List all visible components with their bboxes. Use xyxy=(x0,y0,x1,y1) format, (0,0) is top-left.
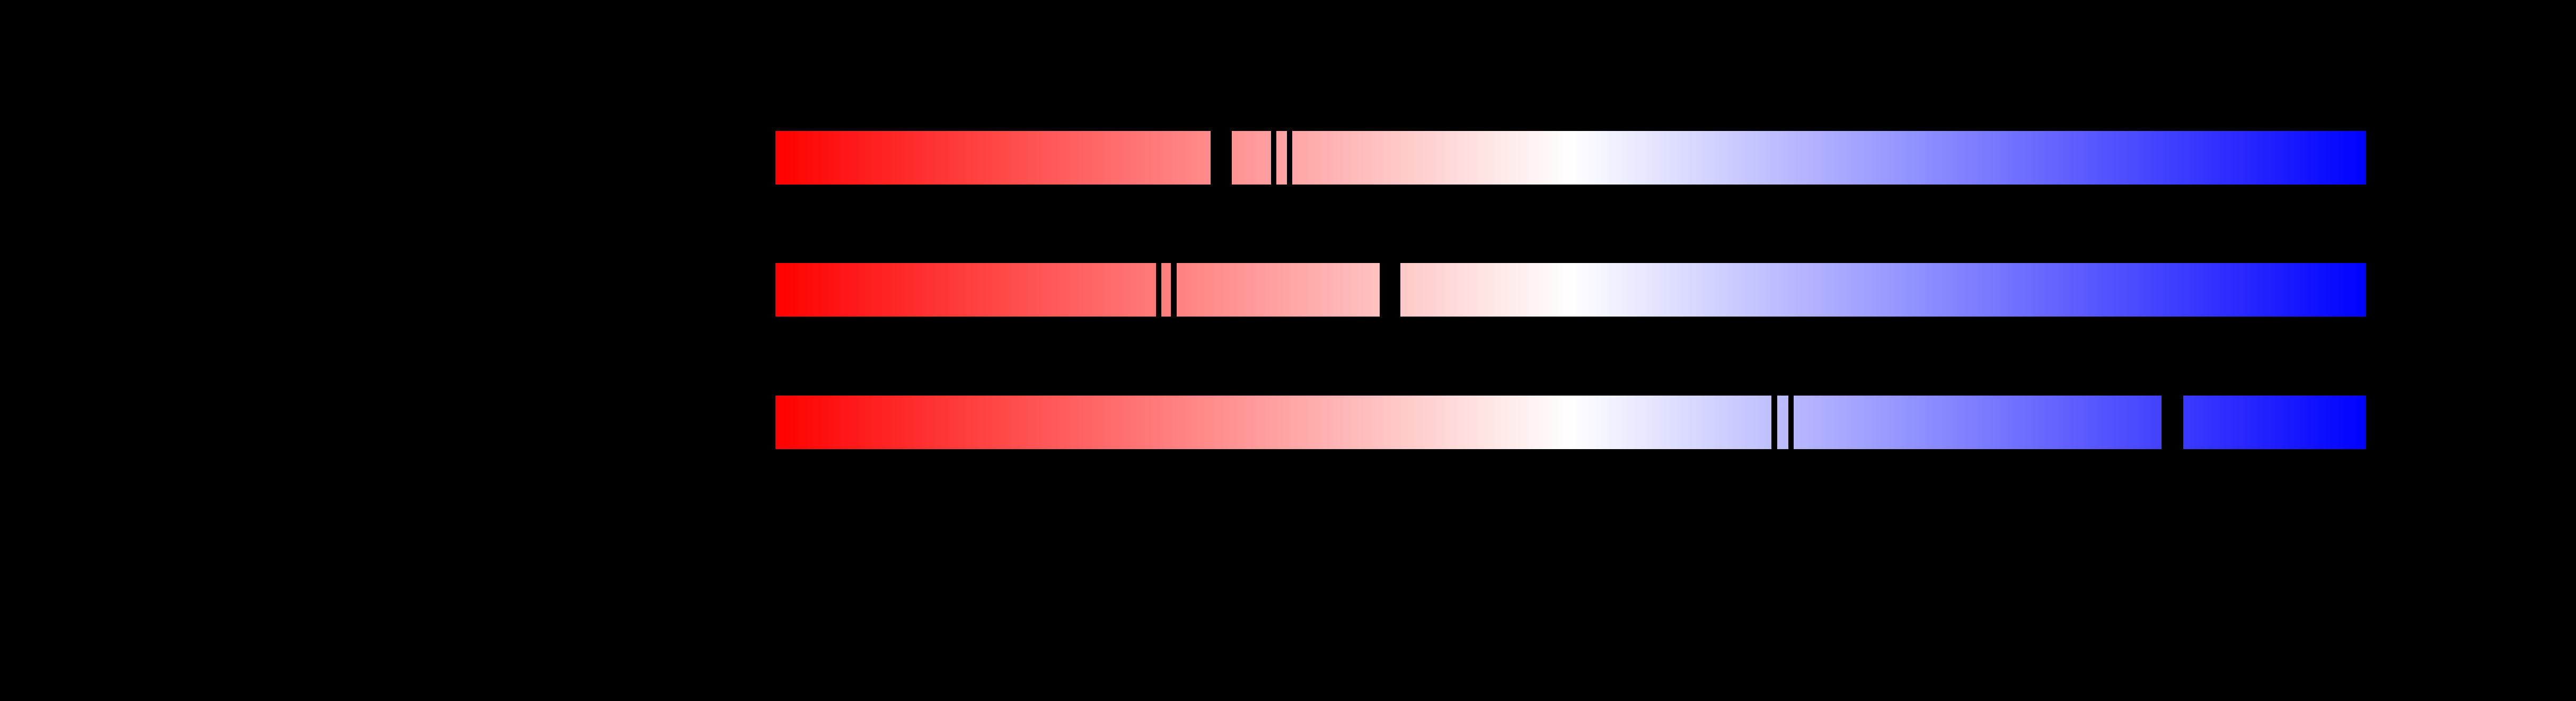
thin-tick-marker xyxy=(1287,131,1292,185)
thin-tick-marker xyxy=(1788,396,1794,449)
colorbar-row-1 xyxy=(775,131,2366,185)
thick-tick-marker xyxy=(2162,396,2183,449)
thick-tick-marker xyxy=(1211,131,1232,185)
thin-tick-marker xyxy=(1271,131,1276,185)
colorbar-row-3 xyxy=(775,396,2366,449)
thick-tick-marker xyxy=(1380,263,1400,317)
thin-tick-marker xyxy=(1156,263,1161,317)
colorbar-row-2 xyxy=(775,263,2366,317)
thin-tick-marker xyxy=(1171,263,1177,317)
thin-tick-marker xyxy=(1771,396,1777,449)
